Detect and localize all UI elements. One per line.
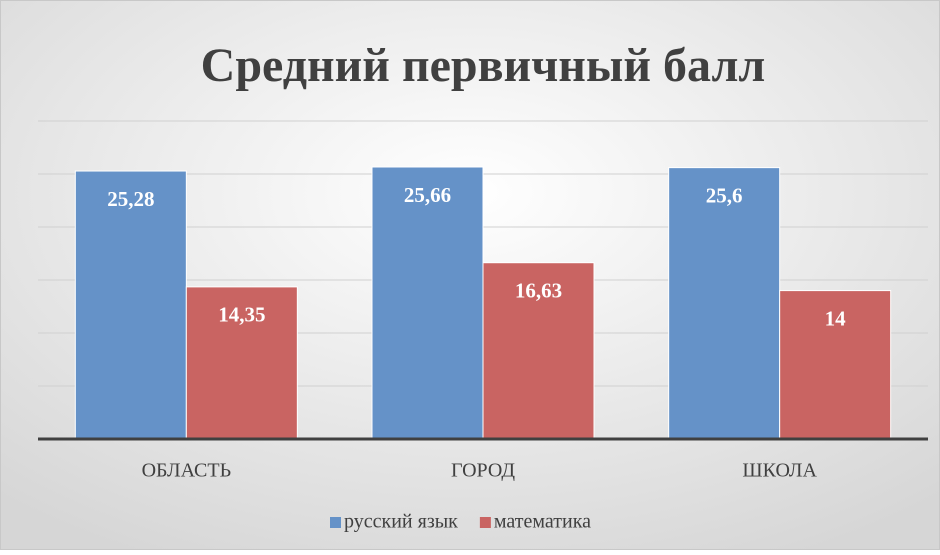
bar: [371, 166, 484, 440]
bar: [74, 170, 187, 440]
data-label: 14,35: [218, 303, 265, 327]
bar: [185, 286, 298, 440]
bar: [779, 290, 892, 440]
data-label: 16,63: [515, 279, 562, 303]
x-tick-label: ШКОЛА: [742, 460, 817, 482]
legend-swatch: [330, 517, 341, 528]
chart-title: Средний первичный балл: [201, 39, 766, 92]
bar: [668, 167, 781, 440]
data-label: 25,6: [706, 183, 743, 207]
data-label: 25,66: [404, 183, 451, 207]
legend-label: математика: [494, 511, 591, 533]
x-tick-label: ГОРОД: [451, 460, 515, 482]
x-tick-label: ОБЛАСТЬ: [142, 460, 231, 482]
legend-swatch: [479, 517, 491, 528]
data-label: 25,28: [107, 187, 154, 211]
bar: [482, 262, 595, 440]
data-label: 14: [825, 306, 847, 330]
legend-label: русский язык: [344, 511, 458, 533]
